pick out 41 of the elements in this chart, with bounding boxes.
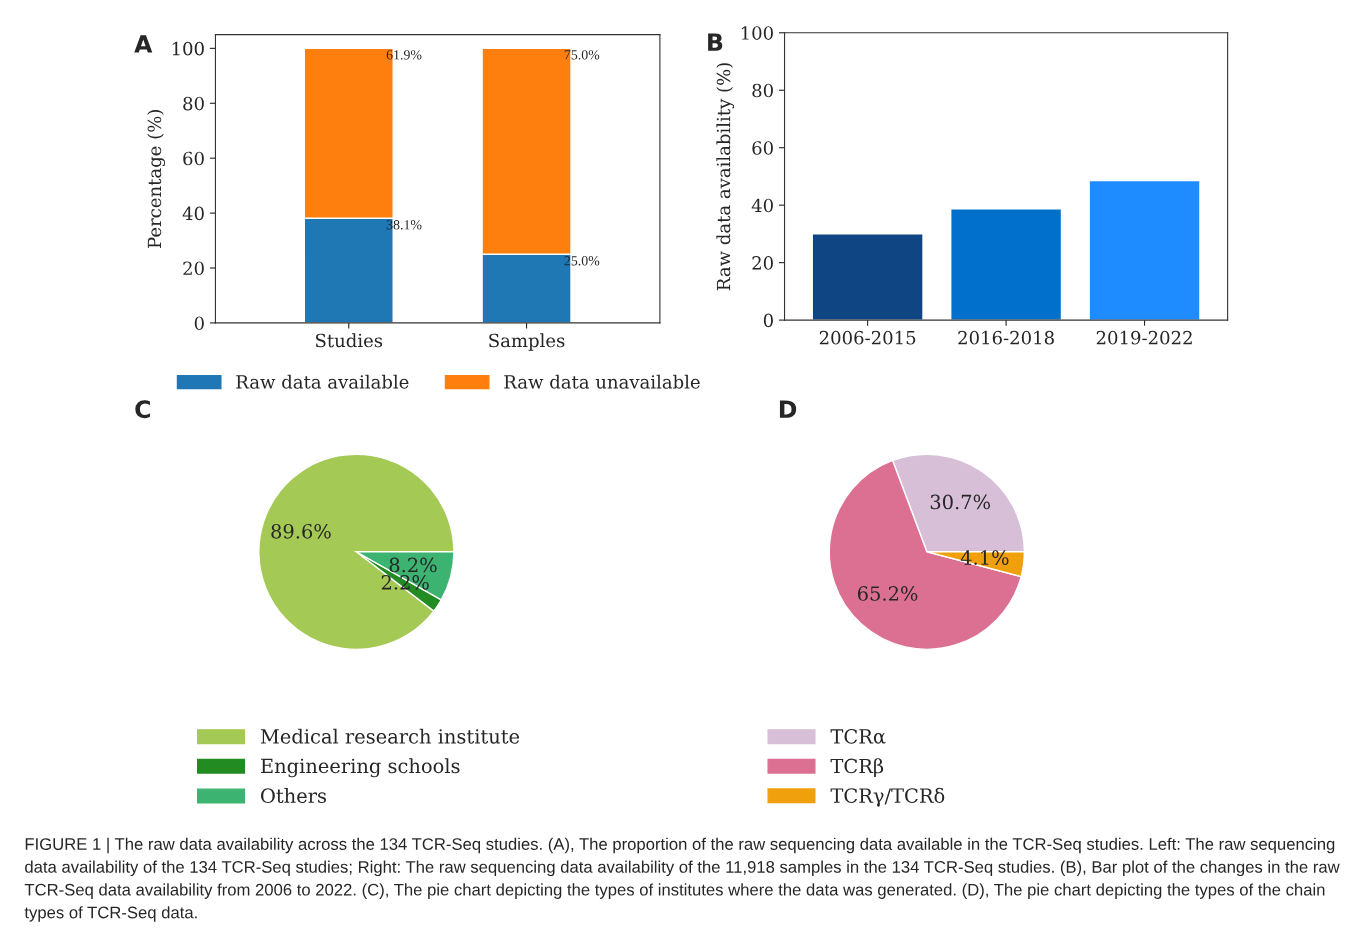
caption: FIGURE 1 | The raw data availability across the 134 TCR-Seq studies. (A), The proportion of the raw sequencing data available in the TCR-Seq studies. Left: The raw sequencing data availability of the 134 TCR-Seq studies; Right: The raw sequencing data availability of the 11,918 samples in the 134 TCR-Seq studies. (B), Bar plot of the changes in the raw TCR-Seq data availability from 2006 to 2022. (C), The pie chart depicting the types of institutes where the data was generated. (D), The pie chart depicting the types of the chain types of TCR-Seq data. [24, 837, 1340, 922]
legend-label: Raw data unavailable [504, 374, 700, 389]
y-tick-label: 60 [183, 151, 204, 166]
y-tick-label: 80 [183, 96, 204, 111]
y-axis-title: Raw data availability (%) [716, 63, 735, 291]
data-label: 65.2% [857, 586, 918, 601]
bar [1088, 179, 1201, 321]
legend-label: TCRα [830, 729, 886, 744]
x-tick-label: Samples [489, 333, 565, 351]
data-label: 8.2% [389, 557, 437, 573]
x-tick-label: Studies [316, 333, 383, 348]
y-tick-label: 60 [752, 141, 773, 155]
y-tick-label: 80 [752, 83, 773, 98]
y-tick-label: 0 [194, 316, 204, 331]
pie-slice [258, 453, 455, 651]
data-label: 4.1% [960, 550, 1009, 565]
chart-title: A [134, 35, 153, 53]
y-tick-label: 100 [172, 41, 204, 56]
x-tick-label: 2016-2018 [958, 330, 1054, 345]
y-tick-label: 20 [752, 256, 773, 270]
data-label: 89.6% [271, 523, 331, 539]
y-axis-title: Percentage (%) [147, 110, 166, 248]
x-tick-label: 2006-2015 [819, 330, 916, 345]
bar [950, 208, 1063, 321]
y-tick-label: 40 [182, 206, 204, 221]
y-tick-label: 100 [741, 26, 773, 40]
legend-label: Raw data available [236, 374, 409, 389]
chart-title: C [135, 400, 150, 419]
chart-title: B [708, 33, 723, 51]
legend-label: Medical research institute [260, 728, 520, 744]
chart-title: D [779, 400, 797, 418]
data-label: 30.7% [930, 494, 990, 510]
legend-label: TCRγ/TCRδ [830, 787, 945, 807]
x-tick-label: 2019-2022 [1096, 330, 1192, 345]
legend-label: Others [261, 787, 326, 804]
y-tick-label: 20 [183, 261, 204, 276]
y-tick-label: 40 [751, 198, 773, 213]
legend-label: TCRβ [830, 758, 884, 778]
legend-label: Engineering schools [261, 758, 460, 778]
y-tick-label: 0 [763, 313, 773, 328]
bar [811, 233, 924, 321]
